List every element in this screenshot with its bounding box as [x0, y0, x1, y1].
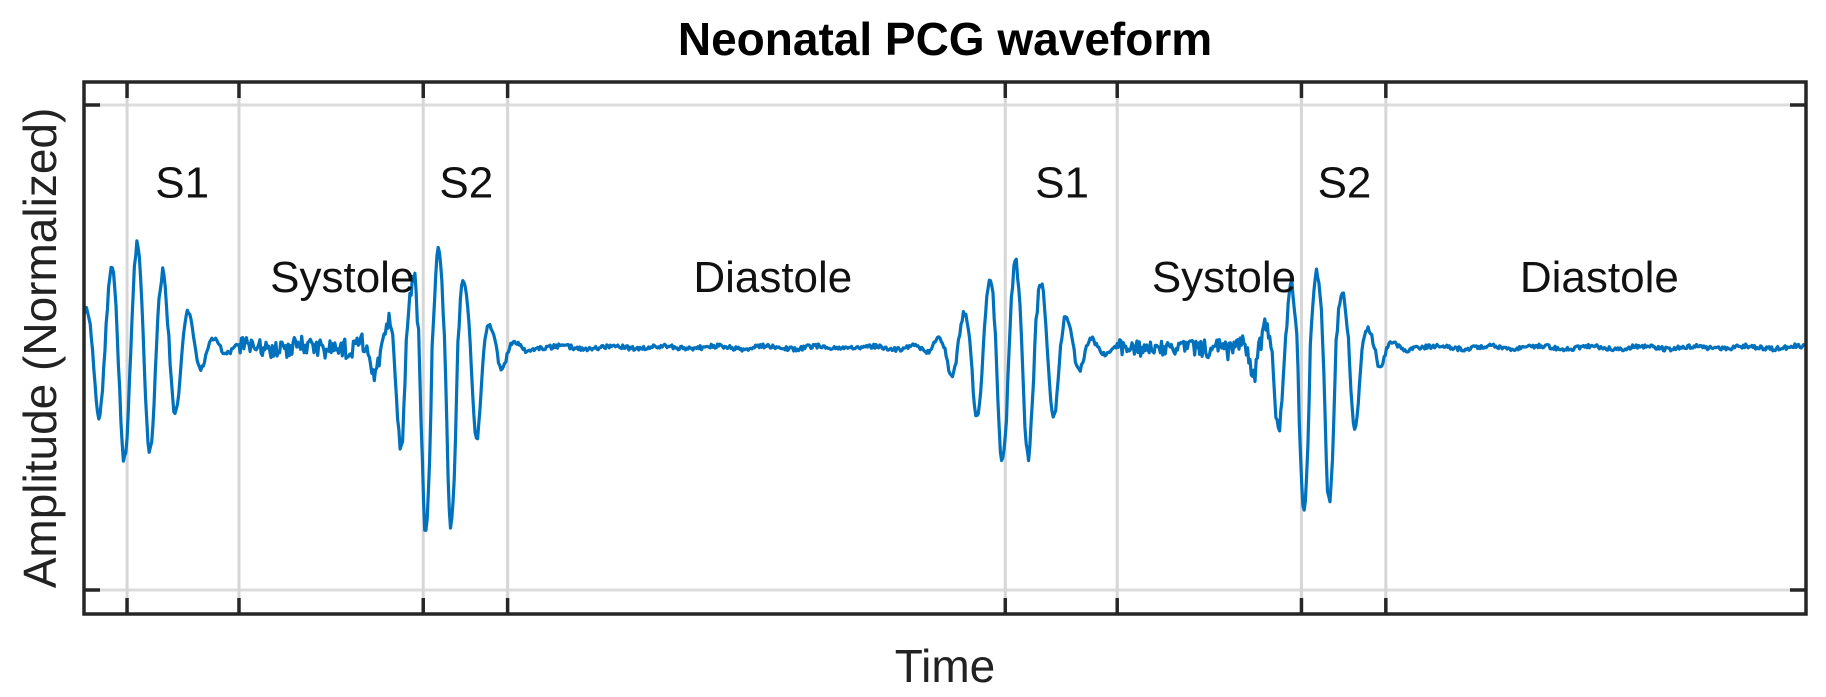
segment-label-diastole-7: Diastole — [1520, 253, 1679, 302]
chart-title: Neonatal PCG waveform — [678, 13, 1212, 65]
segment-label-s1-0: S1 — [155, 159, 209, 208]
segment-label-s2-2: S2 — [439, 159, 493, 208]
plot-frame — [82, 80, 1808, 616]
segment-label-s2-6: S2 — [1318, 159, 1372, 208]
segment-label-systole-1: Systole — [270, 253, 414, 302]
grid-lines — [84, 103, 1806, 592]
x-axis-label: Time — [895, 640, 996, 692]
axis-ticks — [84, 82, 1806, 614]
segment-labels: S1 Systole S2 Diastole S1 Systole S2 Diastole — [155, 159, 1679, 303]
segment-label-s1-4: S1 — [1035, 159, 1089, 208]
pcg-waveform-line — [82, 239, 1807, 533]
segment-label-diastole-3: Diastole — [693, 253, 852, 302]
y-axis-label: Amplitude (Normalized) — [14, 108, 66, 589]
segment-label-systole-5: Systole — [1152, 253, 1296, 302]
